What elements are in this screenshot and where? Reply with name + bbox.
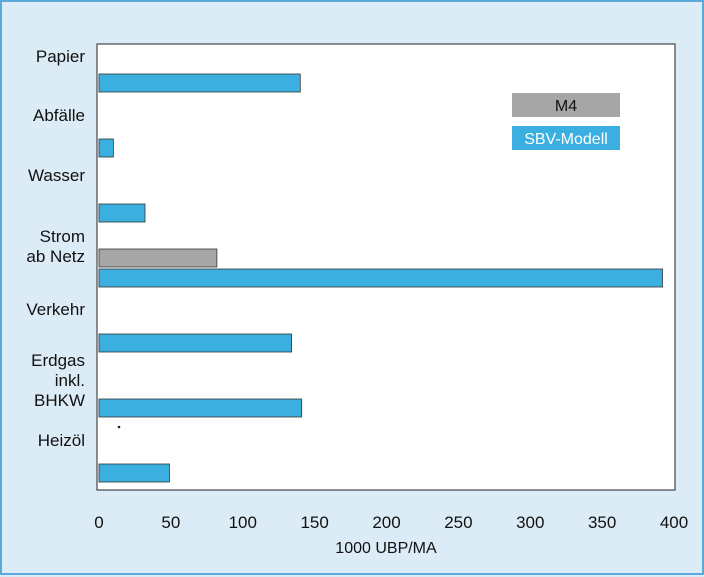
category-label: Papier (36, 47, 85, 66)
bar-sbv-modell (98, 268, 663, 288)
legend-label: SBV-Modell (524, 131, 608, 148)
bar-m4 (98, 248, 218, 268)
legend-label: M4 (555, 98, 577, 115)
stray-dot (117, 425, 121, 429)
x-tick-label: 0 (94, 513, 103, 532)
x-tick-label: 300 (516, 513, 544, 532)
x-tick-label: 150 (300, 513, 328, 532)
category-label: Strom (40, 227, 85, 246)
category-label: inkl. (55, 371, 85, 390)
category-label: Abfälle (33, 106, 85, 125)
legend-swatch (512, 93, 620, 117)
x-tick-label: 100 (229, 513, 257, 532)
category-label: ab Netz (26, 247, 85, 266)
category-label: Heizöl (38, 431, 85, 450)
x-tick-label: 200 (372, 513, 400, 532)
bar-sbv-modell (98, 203, 146, 223)
x-tick-label: 400 (660, 513, 688, 532)
x-tick-label: 250 (444, 513, 472, 532)
legend-swatch (512, 126, 620, 150)
bar-sbv-modell (98, 398, 303, 418)
x-tick-label: 350 (588, 513, 616, 532)
bar-sbv-modell (98, 463, 170, 483)
category-label: Verkehr (26, 300, 85, 319)
bar-sbv-modell (98, 73, 301, 93)
x-axis-title: 1000 UBP/MA (335, 540, 437, 557)
category-label: BHKW (34, 391, 85, 410)
category-label: Wasser (28, 166, 85, 185)
category-label: Erdgas (31, 351, 85, 370)
x-tick-label: 50 (161, 513, 180, 532)
bar-sbv-modell (98, 138, 114, 158)
bar-sbv-modell (98, 333, 293, 353)
